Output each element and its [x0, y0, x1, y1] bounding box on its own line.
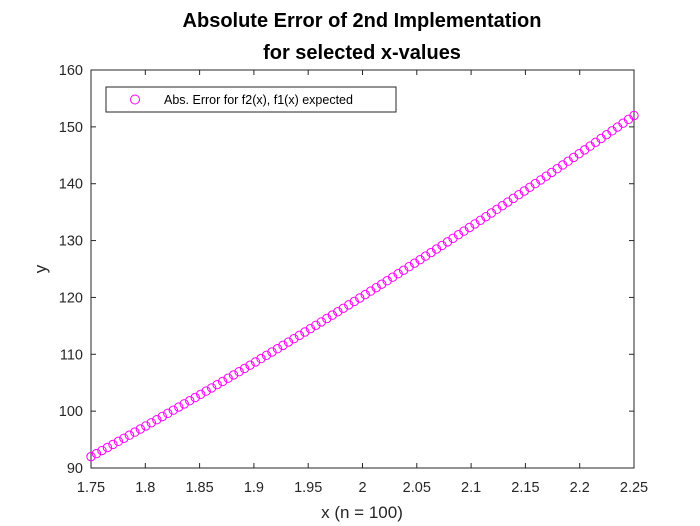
scatter-point — [135, 424, 146, 434]
scatter-point — [185, 395, 195, 406]
scatter-point — [366, 286, 376, 296]
y-axis-ticks: 90 100 110 120 130 140 150 160 — [59, 63, 634, 477]
scatter-point — [431, 244, 442, 254]
scatter-point — [91, 448, 102, 459]
scatter-point — [283, 337, 294, 347]
y-tick-label: 100 — [59, 404, 83, 420]
scatter-point — [300, 327, 310, 337]
scatter-point — [360, 289, 370, 300]
scatter-point — [377, 279, 387, 289]
x-tick-label: 2.2 — [570, 480, 590, 496]
scatter-point — [250, 357, 261, 367]
scatter-point — [327, 310, 338, 320]
x-axis-ticks: 1.75 1.8 1.85 1.9 1.95 2 2.05 2.1 2.15 2.2 2.25 — [77, 70, 648, 496]
scatter-point — [212, 379, 222, 390]
x-tick-label: 1.9 — [244, 480, 264, 496]
scatter-point — [119, 433, 129, 443]
scatter-point — [146, 418, 157, 428]
scatter-point — [629, 110, 639, 121]
scatter-point — [108, 439, 118, 450]
x-tick-label: 2.25 — [620, 480, 648, 496]
legend-entry-label: Abs. Error for f2(x), f1(x) expected — [164, 93, 353, 107]
chart-title-line-2: for selected x-values — [263, 42, 461, 64]
scatter-point — [239, 363, 250, 374]
scatter-point — [163, 408, 173, 419]
scatter-point — [245, 360, 255, 370]
scatter-point — [278, 340, 288, 351]
scatter-point — [289, 334, 299, 344]
scatter-point — [272, 344, 283, 354]
scatter-point — [196, 389, 206, 400]
scatter-point — [141, 421, 151, 431]
x-tick-label: 2 — [358, 480, 366, 496]
scatter-point — [426, 247, 436, 258]
y-axis-label: y — [31, 264, 50, 273]
plot-area — [90, 69, 635, 469]
scatter-point — [223, 373, 233, 383]
y-tick-label: 90 — [67, 461, 83, 477]
y-tick-label: 150 — [59, 120, 83, 136]
y-tick-label: 110 — [60, 347, 83, 363]
scatter-point — [228, 370, 239, 380]
x-tick-label: 1.75 — [77, 480, 105, 496]
scatter-point — [234, 367, 244, 377]
scatter-point — [420, 251, 431, 261]
scatter-point — [316, 317, 327, 327]
scatter-point — [261, 350, 272, 361]
scatter-point — [404, 262, 414, 272]
scatter-point — [152, 414, 162, 425]
scatter-point — [311, 320, 321, 330]
scatter-point — [409, 258, 420, 268]
scatter-point — [322, 313, 332, 324]
scatter-point — [267, 347, 277, 357]
scatter-series — [86, 110, 639, 462]
scatter-point — [157, 411, 168, 422]
y-tick-label: 160 — [59, 63, 83, 79]
x-tick-label: 2.1 — [461, 480, 481, 496]
scatter-point — [371, 282, 381, 293]
scatter-point — [206, 383, 217, 393]
scatter-point — [256, 353, 266, 364]
scatter-point — [174, 402, 184, 412]
scatter-point — [398, 265, 409, 275]
scatter-point — [217, 376, 228, 387]
x-tick-label: 2.05 — [403, 480, 431, 496]
x-tick-label: 2.15 — [511, 480, 539, 496]
scatter-point — [349, 296, 359, 307]
scatter-point — [201, 386, 211, 396]
scatter-point — [355, 293, 365, 303]
scatter-point — [97, 445, 107, 456]
scatter-point — [124, 430, 135, 440]
scatter-point — [305, 323, 316, 334]
scatter-point — [130, 427, 140, 437]
x-tick-label: 1.8 — [135, 480, 155, 496]
scatter-point — [338, 303, 348, 313]
scatter-point — [344, 300, 354, 310]
scatter-point — [102, 442, 113, 453]
chart-title-line-1: Absolute Error of 2nd Implementation — [183, 10, 542, 32]
scatter-point — [86, 451, 96, 462]
scatter-point — [294, 330, 305, 341]
scatter-point — [179, 399, 189, 409]
scatter-point — [190, 392, 200, 403]
scatter-point — [393, 269, 403, 279]
y-tick-label: 130 — [59, 234, 83, 250]
x-tick-label: 1.95 — [294, 480, 322, 496]
y-tick-label: 120 — [59, 290, 83, 306]
scatter-point — [333, 307, 343, 317]
x-tick-label: 1.85 — [185, 480, 213, 496]
scatter-point — [415, 254, 425, 265]
legend: Abs. Error for f2(x), f1(x) expected — [105, 86, 397, 113]
legend-box — [105, 86, 397, 113]
scatter-point — [387, 272, 398, 282]
x-axis-label: x (n = 100) — [321, 503, 403, 522]
y-tick-label: 140 — [59, 177, 83, 193]
legend-marker-icon — [130, 94, 140, 105]
scatter-point — [382, 276, 392, 286]
scatter-point — [113, 436, 124, 447]
scatter-point — [168, 405, 178, 415]
